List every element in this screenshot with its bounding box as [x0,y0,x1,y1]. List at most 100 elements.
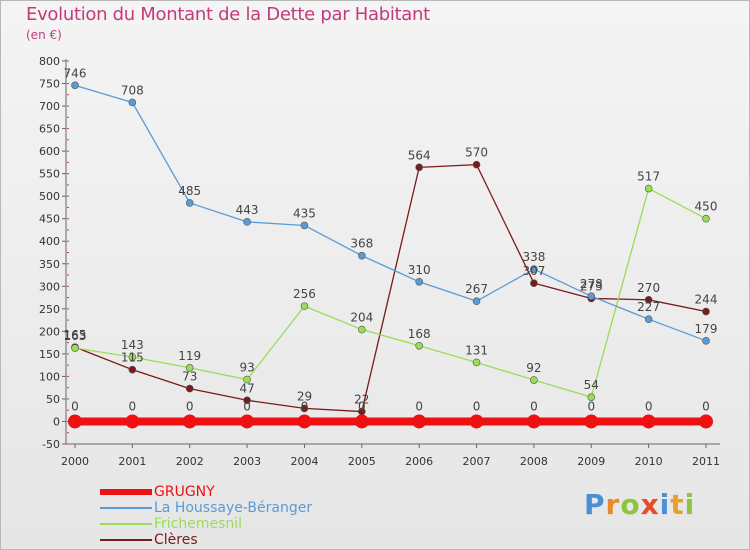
data-point [415,277,423,286]
data-point [185,364,194,372]
x-tick-label: 2009 [577,455,605,468]
data-point [185,384,194,393]
data-label: 0 [129,399,137,413]
data-point [584,414,599,429]
data-point [699,414,713,429]
data-point [530,279,538,287]
data-point [358,325,366,334]
x-tick-label: 2005 [348,455,376,468]
logo-letter: r [605,488,621,521]
data-point [702,337,710,345]
data-label: 143 [121,338,144,352]
logo-letter: P [584,488,606,521]
data-point [644,315,653,323]
data-label: 517 [637,170,660,184]
data-point [472,297,481,305]
y-tick-label: -50 [42,438,60,451]
data-point [526,414,541,429]
data-point [472,160,481,169]
y-tick-label: 600 [39,145,60,158]
series-line-3 [74,163,707,413]
data-label: 564 [408,148,431,162]
y-tick-label: 800 [39,55,60,68]
data-label: 92 [526,361,541,375]
data-label: 54 [584,378,599,392]
data-point [641,414,656,429]
data-point [128,353,137,361]
data-point [469,414,484,429]
data-label: 450 [695,200,718,214]
x-tick-label: 2007 [463,455,491,468]
data-point [530,265,538,273]
data-point [644,296,653,304]
data-label: 119 [178,349,201,363]
data-label: 47 [239,381,254,395]
data-point [472,358,481,367]
data-point [415,341,423,350]
series-line-2 [74,187,707,398]
y-tick-label: 50 [46,393,60,406]
data-label: 273 [580,279,603,293]
data-label: 310 [408,263,431,277]
data-label: 0 [243,399,251,413]
y-tick-label: 200 [39,325,60,338]
data-point [182,414,197,429]
series-line-1 [74,84,707,342]
y-tick-label: 400 [39,235,60,248]
data-label: 131 [465,343,488,357]
x-tick-label: 2008 [520,455,548,468]
legend-swatch [100,489,152,495]
data-point [702,307,710,316]
x-tick-label: 2011 [692,455,720,468]
data-point [128,98,137,107]
x-tick-label: 2004 [290,455,318,468]
data-label: 22 [354,393,369,407]
data-label: 244 [695,293,718,307]
chart-subtitle: (en €) [26,28,62,42]
data-label: 307 [522,264,545,278]
data-label: 0 [301,399,309,413]
data-label: 485 [178,184,201,198]
data-point [297,414,312,429]
data-point [415,163,423,172]
data-point [125,414,140,429]
data-point [185,199,194,207]
y-tick-label: 650 [39,123,60,136]
data-label: 93 [239,361,254,375]
legend-label: La Houssaye-Béranger [154,500,313,516]
data-label: 73 [182,370,197,384]
data-label: 0 [186,399,194,413]
data-label: 338 [522,250,545,264]
data-label: 270 [637,281,660,295]
x-tick-label: 2001 [118,455,146,468]
logo-letter: i [684,488,696,521]
data-label: 256 [293,287,316,301]
data-label: 0 [358,399,366,413]
y-tick-label: 700 [39,100,60,113]
data-label: 570 [465,146,488,160]
chart-title: Evolution du Montant de la Dette par Hab… [26,4,430,25]
y-tick-label: 450 [39,213,60,226]
data-label: 0 [587,399,595,413]
legend-label: GRUGNY [154,484,215,500]
data-label: 267 [465,282,488,296]
logo-letter: i [659,488,671,521]
data-point [240,414,255,429]
x-tick-label: 2003 [233,455,261,468]
data-point [243,218,251,226]
data-label: 443 [236,203,259,217]
data-point [530,376,538,384]
proxiti-logo: Proxiti [584,488,695,521]
y-tick-label: 100 [39,370,60,383]
data-point [412,414,427,429]
x-tick-label: 2002 [176,455,204,468]
data-label: 0 [71,399,79,413]
data-point [587,393,596,401]
y-tick-label: 550 [39,168,60,181]
legend-swatch [100,507,152,509]
data-point [300,404,309,413]
data-label: 435 [293,206,316,220]
data-label: 227 [637,300,660,314]
data-point [243,396,251,405]
